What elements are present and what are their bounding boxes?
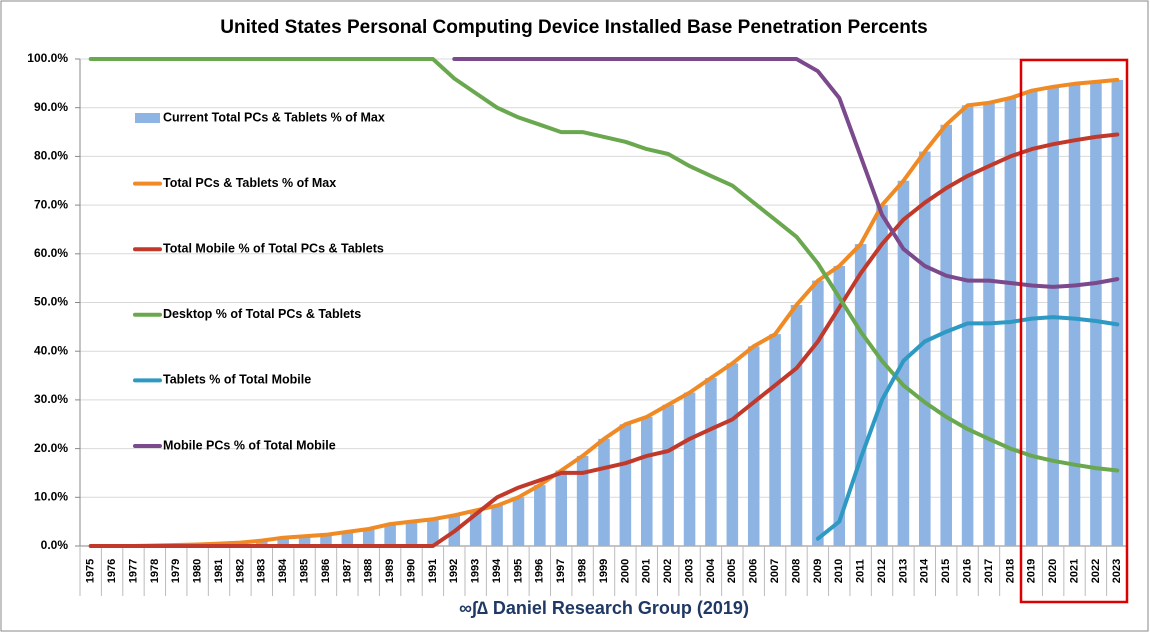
legend-label: Desktop % of Total PCs & Tablets — [163, 307, 361, 321]
x-tick-label: 1987 — [341, 559, 353, 583]
x-tick-label: 1979 — [170, 559, 182, 583]
bar — [555, 471, 567, 546]
x-tick-label: 1996 — [534, 559, 546, 583]
x-tick-label: 2005 — [726, 559, 738, 583]
x-tick-label: 2006 — [748, 559, 760, 583]
bar — [513, 497, 525, 546]
x-tick-label: 2008 — [790, 559, 802, 583]
x-tick-label: 2015 — [940, 559, 952, 583]
x-tick-label: 2011 — [855, 559, 867, 583]
legend-label: Total Mobile % of Total PCs & Tablets — [163, 241, 384, 255]
x-tick-label: 2021 — [1068, 559, 1080, 583]
x-tick-label: 1975 — [85, 559, 97, 583]
x-tick-label: 2003 — [683, 559, 695, 583]
x-tick-label: 2014 — [919, 558, 931, 583]
bar — [727, 363, 739, 546]
bar — [1069, 84, 1081, 546]
x-tick-label: 2007 — [769, 559, 781, 583]
x-tick-label: 1976 — [106, 559, 118, 583]
x-tick-label: 2001 — [641, 559, 653, 583]
x-tick-label: 1997 — [555, 559, 567, 583]
x-tick-label: 1989 — [384, 559, 396, 583]
x-tick-label: 1988 — [363, 559, 375, 583]
bar — [534, 485, 546, 546]
x-tick-label: 2010 — [833, 559, 845, 583]
x-tick-label: 2012 — [876, 559, 888, 583]
bar — [384, 524, 396, 546]
x-tick-label: 2019 — [1026, 559, 1038, 583]
bar — [406, 522, 418, 546]
bar — [662, 405, 674, 546]
footer: ∞∫∆ Daniel Research Group (2019) — [459, 598, 749, 618]
bar — [855, 244, 867, 546]
y-tick-label: 60.0% — [34, 246, 68, 260]
y-tick-label: 100.0% — [27, 51, 68, 65]
legend-label: Mobile PCs % of Total Mobile — [163, 438, 336, 452]
bar — [876, 205, 888, 546]
legend-label: Total PCs & Tablets % of Max — [163, 176, 336, 190]
bar — [684, 393, 696, 546]
bar — [598, 439, 610, 546]
x-tick-label: 1994 — [491, 558, 503, 583]
legend-swatch — [135, 113, 160, 123]
chart-title: United States Personal Computing Device … — [220, 17, 927, 38]
bar — [705, 378, 717, 546]
x-tick-label: 2022 — [1090, 559, 1102, 583]
y-tick-label: 50.0% — [34, 295, 68, 309]
x-tick-label: 1990 — [405, 559, 417, 583]
bar — [748, 346, 760, 546]
x-tick-label: 1982 — [234, 559, 246, 583]
x-tick-label: 1978 — [149, 559, 161, 583]
bar — [919, 152, 931, 546]
bar — [1090, 82, 1102, 546]
bar — [620, 424, 632, 546]
bar — [491, 506, 503, 546]
x-tick-label: 2016 — [961, 559, 973, 583]
x-tick-label: 1985 — [298, 559, 310, 583]
bar — [769, 334, 781, 546]
x-tick-label: 2004 — [705, 558, 717, 583]
x-tick-label: 1986 — [320, 559, 332, 583]
x-tick-label: 1980 — [192, 559, 204, 583]
x-tick-label: 2013 — [897, 559, 909, 583]
x-tick-label: 1983 — [256, 559, 268, 583]
y-tick-label: 0.0% — [41, 538, 69, 552]
x-tick-label: 1995 — [512, 559, 524, 583]
bar — [812, 281, 824, 546]
x-tick-label: 2000 — [619, 559, 631, 583]
y-tick-label: 70.0% — [34, 197, 68, 211]
x-tick-label: 2018 — [1004, 559, 1016, 583]
x-tick-label: 1999 — [598, 559, 610, 583]
y-tick-label: 80.0% — [34, 149, 68, 163]
bar — [641, 417, 653, 546]
y-tick-label: 40.0% — [34, 343, 68, 357]
bar — [577, 456, 589, 546]
x-tick-label: 2020 — [1047, 559, 1059, 583]
y-tick-label: 30.0% — [34, 392, 68, 406]
x-tick-label: 1977 — [127, 559, 139, 583]
x-tick-label: 1998 — [577, 559, 589, 583]
legend-label: Current Total PCs & Tablets % of Max — [163, 110, 385, 124]
y-tick-label: 20.0% — [34, 441, 68, 455]
bar — [791, 305, 803, 546]
x-tick-label: 2017 — [983, 559, 995, 583]
x-tick-label: 1993 — [470, 559, 482, 583]
y-tick-label: 90.0% — [34, 100, 68, 114]
legend-label: Tablets % of Total Mobile — [163, 373, 311, 387]
x-tick-label: 2009 — [812, 559, 824, 583]
x-tick-label: 1984 — [277, 558, 289, 583]
y-tick-label: 10.0% — [34, 489, 68, 503]
bar — [1112, 80, 1124, 546]
x-tick-label: 1991 — [427, 559, 439, 583]
x-tick-label: 1981 — [213, 559, 225, 583]
x-tick-label: 1992 — [448, 559, 460, 583]
x-tick-label: 2023 — [1111, 559, 1123, 583]
x-tick-label: 2002 — [662, 559, 674, 583]
